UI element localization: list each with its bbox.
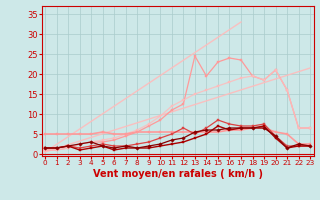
X-axis label: Vent moyen/en rafales ( km/h ): Vent moyen/en rafales ( km/h ) [92,169,263,179]
